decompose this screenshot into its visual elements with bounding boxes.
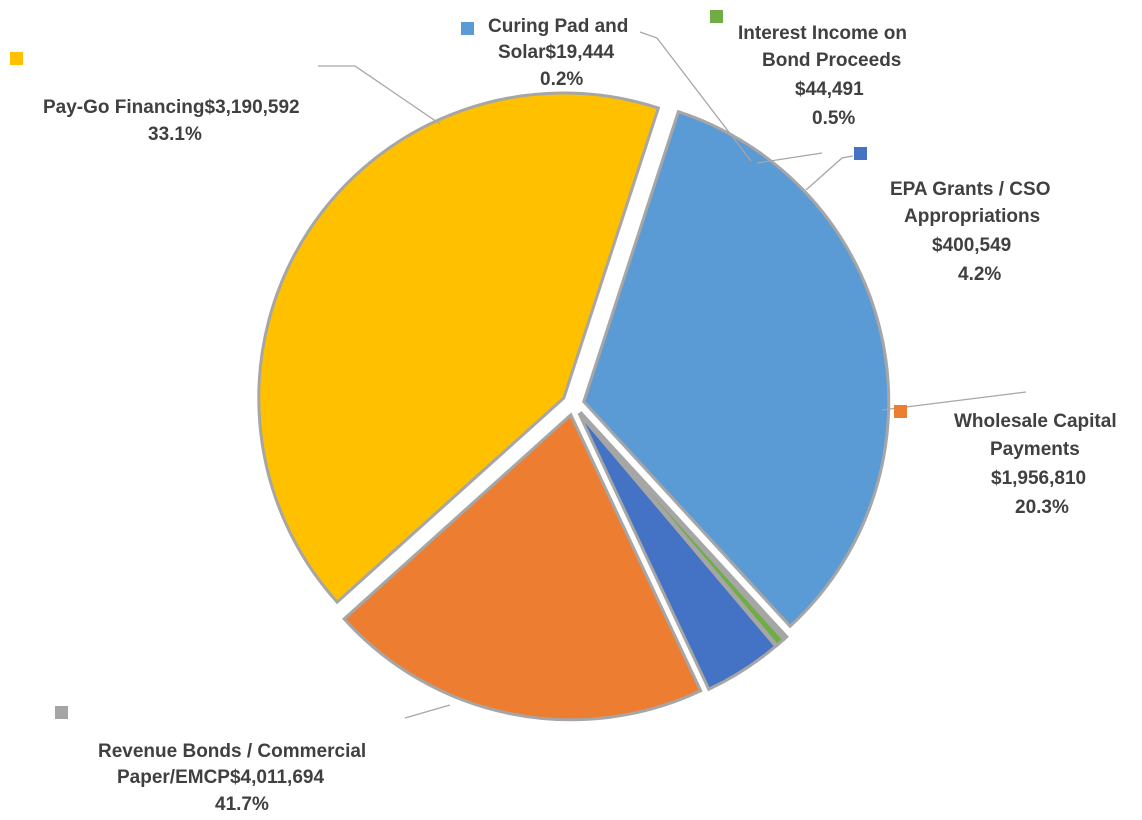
label-interest-income-line4: 0.5% xyxy=(812,108,855,129)
label-pay-go-line1: Pay-Go Financing$3,190,592 xyxy=(43,97,300,118)
data-label-interest-income: Interest Income on Bond Proceeds $44,491… xyxy=(738,23,907,129)
label-wholesale-line1: Wholesale Capital xyxy=(954,411,1117,432)
slice-wholesale xyxy=(342,412,703,722)
leader-line-interest-income xyxy=(756,152,823,164)
label-interest-income-line3: $44,491 xyxy=(795,79,864,100)
label-interest-income-line2: Bond Proceeds xyxy=(762,50,901,71)
leader-lines xyxy=(318,31,1027,719)
label-wholesale-line2: Payments xyxy=(990,439,1080,460)
slice-interest-income xyxy=(579,411,786,648)
data-label-revenue-bonds: Revenue Bonds / Commercial Paper/EMCP$4,… xyxy=(98,741,366,815)
label-curing-pad-line2: Solar$19,444 xyxy=(498,42,615,63)
slice-pay-go xyxy=(582,109,891,629)
legend-key-interest-income xyxy=(710,10,723,23)
pie-slices xyxy=(257,91,891,722)
legend-keys xyxy=(10,10,907,719)
data-label-curing-pad: Curing Pad and Solar$19,444 0.2% xyxy=(488,16,628,90)
legend-key-wholesale xyxy=(894,405,907,418)
data-label-pay-go: Pay-Go Financing$3,190,592 33.1% xyxy=(43,97,300,145)
label-pay-go-line2: 33.1% xyxy=(148,124,202,145)
label-epa-grants-line3: $400,549 xyxy=(932,235,1011,256)
label-curing-pad-line3: 0.2% xyxy=(540,69,583,90)
leader-line-pay-go xyxy=(318,65,441,125)
slice-epa-grants xyxy=(577,412,778,692)
legend-key-epa-grants xyxy=(854,147,867,160)
label-interest-income-line1: Interest Income on xyxy=(738,23,907,44)
label-revenue-bonds-line1: Revenue Bonds / Commercial xyxy=(98,741,366,762)
label-revenue-bonds-line2: Paper/EMCP$4,011,694 xyxy=(117,767,324,788)
label-wholesale-line4: 20.3% xyxy=(1015,497,1069,518)
leader-line-revenue-bonds xyxy=(404,704,451,719)
legend-key-pay-go xyxy=(10,52,23,65)
legend-key-curing-pad xyxy=(461,22,474,35)
label-epa-grants-line4: 4.2% xyxy=(958,264,1001,285)
label-curing-pad-line1: Curing Pad and xyxy=(488,16,628,37)
label-revenue-bonds-line3: 41.7% xyxy=(215,794,269,815)
leader-line-curing-pad xyxy=(639,31,752,162)
legend-key-revenue-bonds xyxy=(55,706,68,719)
data-label-epa-grants: EPA Grants / CSO Appropriations $400,549… xyxy=(890,179,1050,285)
label-wholesale-line3: $1,956,810 xyxy=(991,468,1086,489)
label-epa-grants-line1: EPA Grants / CSO xyxy=(890,179,1050,200)
leader-line-epa-grants xyxy=(805,155,854,191)
label-epa-grants-line2: Appropriations xyxy=(904,206,1040,227)
data-label-wholesale: Wholesale Capital Payments $1,956,810 20… xyxy=(954,411,1117,518)
slice-revenue-bonds xyxy=(257,91,661,605)
